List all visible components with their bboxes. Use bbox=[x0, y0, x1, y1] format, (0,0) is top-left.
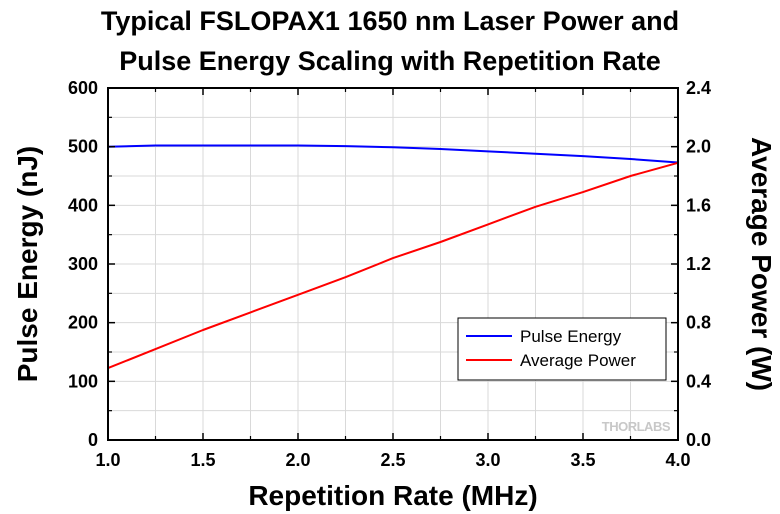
y-right-tick-label: 2.4 bbox=[686, 78, 711, 98]
y-left-tick-label: 300 bbox=[68, 254, 98, 274]
x-axis-title: Repetition Rate (MHz) bbox=[248, 480, 537, 511]
y-right-tick-label: 0.8 bbox=[686, 313, 711, 333]
y-right-tick-label: 0.4 bbox=[686, 371, 711, 391]
y-left-tick-label: 500 bbox=[68, 137, 98, 157]
y-left-tick-label: 100 bbox=[68, 371, 98, 391]
series-line-pulse-energy bbox=[107, 144, 679, 164]
y-left-tick-label: 600 bbox=[68, 78, 98, 98]
y-left-tick-label: 0 bbox=[88, 430, 98, 450]
x-tick-label: 3.0 bbox=[475, 450, 500, 470]
chart-title-line2: Pulse Energy Scaling with Repetition Rat… bbox=[119, 46, 661, 76]
series-line-average-power bbox=[107, 161, 679, 370]
y-right-tick-label: 2.0 bbox=[686, 137, 711, 157]
y-left-tick-label: 400 bbox=[68, 195, 98, 215]
y-right-tick-label: 0.0 bbox=[686, 430, 711, 450]
x-tick-label: 1.5 bbox=[190, 450, 215, 470]
legend-label-average-power: Average Power bbox=[520, 351, 636, 370]
legend-box bbox=[457, 317, 667, 381]
thorlabs-watermark: THORLABS bbox=[602, 419, 671, 434]
legend-label-pulse-energy: Pulse Energy bbox=[520, 327, 622, 346]
x-tick-label: 2.0 bbox=[285, 450, 310, 470]
x-tick-label: 2.5 bbox=[380, 450, 405, 470]
legend: Pulse Energy Average Power bbox=[457, 317, 667, 381]
x-tick-label: 4.0 bbox=[665, 450, 690, 470]
series-lines bbox=[107, 144, 679, 370]
y-right-tick-label: 1.2 bbox=[686, 254, 711, 274]
chart-title-line1: Typical FSLOPAX1 1650 nm Laser Power and bbox=[101, 6, 679, 36]
x-tick-label: 3.5 bbox=[570, 450, 595, 470]
axis-ticks: 1.0 1.5 2.0 2.5 3.0 3.5 4.0 0 100 200 300 400 500 600… bbox=[68, 78, 711, 470]
y-right-tick-label: 1.6 bbox=[686, 195, 711, 215]
y-axis-right-title: Average Power (W) bbox=[746, 137, 777, 391]
y-left-tick-label: 200 bbox=[68, 313, 98, 333]
grid bbox=[108, 88, 678, 440]
x-tick-label: 1.0 bbox=[95, 450, 120, 470]
y-axis-left-title: Pulse Energy (nJ) bbox=[12, 146, 43, 383]
